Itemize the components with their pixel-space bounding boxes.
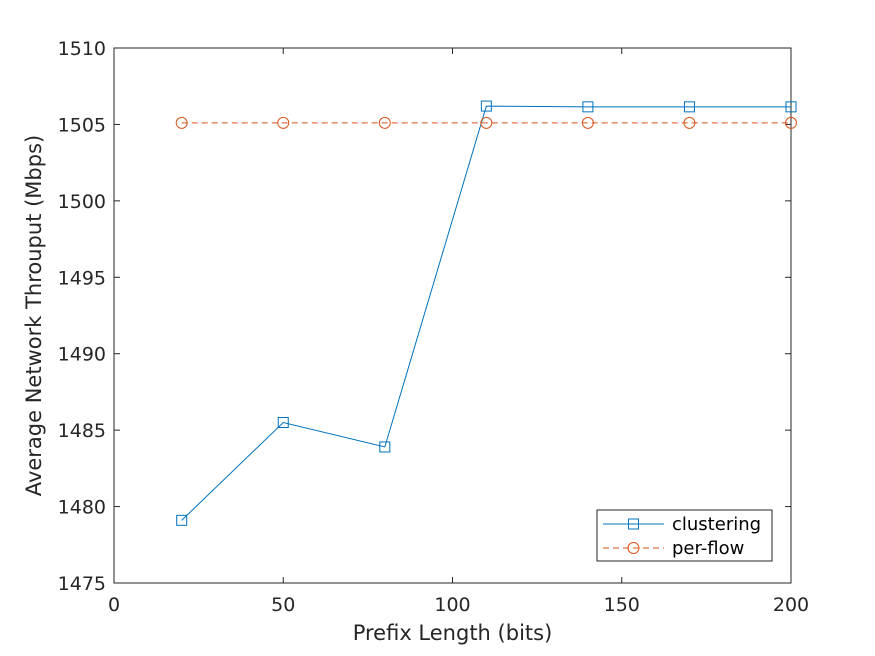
x-tick-label: 0 <box>108 594 120 616</box>
y-tick-label: 1475 <box>58 573 106 595</box>
data-point-per-flow <box>683 116 696 129</box>
data-point-per-flow <box>480 116 493 129</box>
data-point-clustering <box>480 100 492 112</box>
legend: clustering per-flow <box>596 509 773 562</box>
x-tick-label: 150 <box>604 594 640 616</box>
y-tick-label: 1505 <box>58 114 106 136</box>
plot-area <box>113 47 792 584</box>
legend-marker-clustering <box>628 518 639 530</box>
data-point-per-flow <box>581 116 594 129</box>
x-tick-label: 100 <box>434 594 470 616</box>
data-point-per-flow <box>277 116 290 129</box>
series-line-clustering <box>181 105 791 521</box>
data-point-clustering <box>277 417 289 428</box>
legend-box <box>596 509 773 562</box>
data-point-clustering <box>176 514 188 526</box>
y-tick-label: 1485 <box>58 420 106 442</box>
series-layer <box>175 100 797 526</box>
y-tick-label: 1480 <box>58 497 106 519</box>
data-point-clustering <box>379 441 391 453</box>
data-point-clustering <box>683 101 695 113</box>
legend-label-clustering: clustering <box>672 514 761 535</box>
data-point-clustering <box>582 101 594 113</box>
x-tick-label: 50 <box>271 594 295 616</box>
data-point-per-flow <box>378 116 391 129</box>
y-tick-label: 1510 <box>58 38 106 60</box>
y-tick-label: 1500 <box>58 191 106 213</box>
legend-label-per-flow: per-flow <box>672 538 744 559</box>
axis-ticks: 0 50 100 150 200 1475 1480 1485 1490 1495 1500 1505… <box>58 38 809 616</box>
y-tick-label: 1490 <box>58 344 106 366</box>
x-axis-label: Prefix Length (bits) <box>353 621 553 645</box>
data-point-per-flow <box>785 116 797 129</box>
y-axis-label: Average Network Throuput (Mbps) <box>22 135 46 496</box>
x-tick-label: 200 <box>773 594 809 616</box>
legend-marker-per-flow <box>627 542 640 554</box>
data-point-per-flow <box>175 116 188 129</box>
y-tick-label: 1495 <box>58 267 106 289</box>
data-point-clustering <box>785 101 797 113</box>
